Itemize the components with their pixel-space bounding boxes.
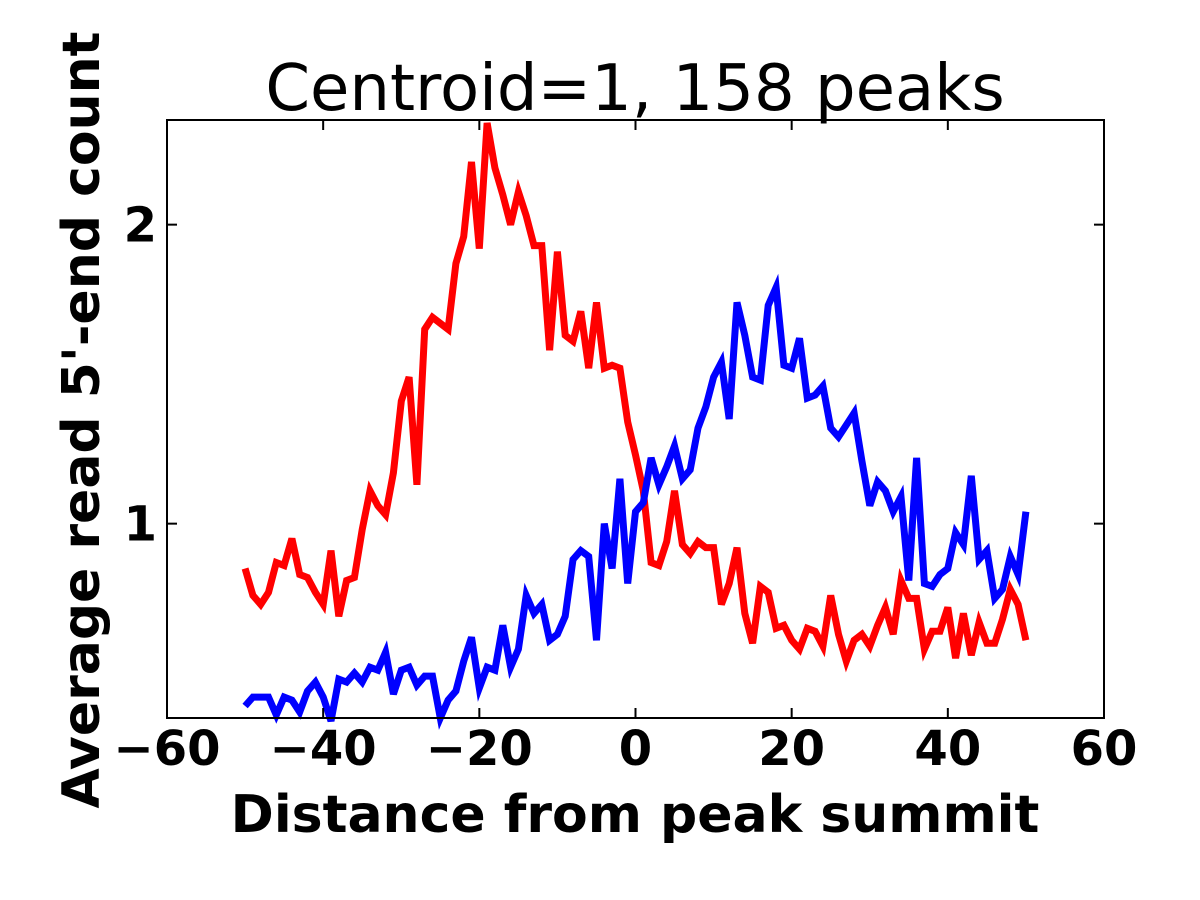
chart-title: Centroid=1, 158 peaks [265, 52, 1004, 126]
y-axis-label: Average read 5'-end count [52, 32, 112, 809]
ticks-layer: −60 −40 −20 0 20 40 60 1 2 [113, 120, 1137, 777]
series-line-blue [242, 273, 1030, 730]
x-tick-label: 60 [1071, 721, 1138, 777]
y-tick-label: 1 [124, 497, 157, 553]
x-tick-label: 0 [619, 721, 652, 777]
x-tick-label: −20 [426, 721, 533, 777]
x-tick-label: −40 [270, 721, 377, 777]
x-axis-label: Distance from peak summit [231, 785, 1040, 845]
y-tick-label: 2 [124, 198, 157, 254]
x-tick-label: 40 [914, 721, 981, 777]
x-tick-label: −60 [113, 721, 220, 777]
x-tick-label: 20 [758, 721, 825, 777]
series-layer [241, 122, 1030, 730]
series-line-red [241, 122, 1030, 673]
